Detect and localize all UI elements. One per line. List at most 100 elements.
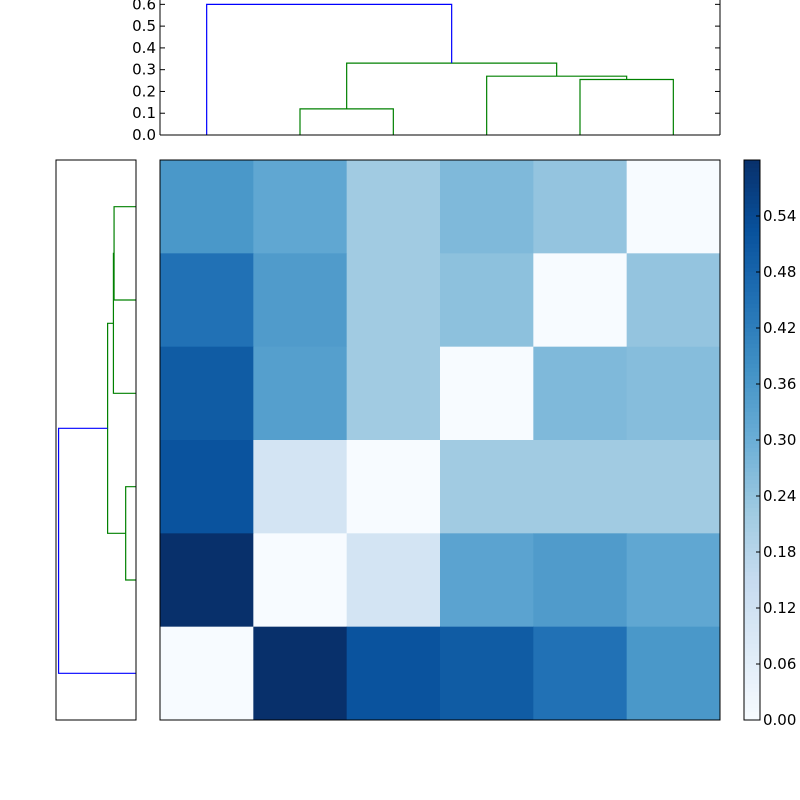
colorbar-segment xyxy=(744,632,760,637)
colorbar-segment xyxy=(744,692,760,697)
colorbar-tick-label: 0.12 xyxy=(763,599,796,617)
colorbar-segment xyxy=(744,180,760,185)
colorbar-tick-label: 0.48 xyxy=(763,263,796,281)
left-dendrogram-link xyxy=(57,427,136,674)
top-dendrogram-link xyxy=(486,75,628,135)
colorbar-segment xyxy=(744,508,760,513)
colorbar-segment xyxy=(744,236,760,241)
heatmap-cell xyxy=(253,160,348,254)
colorbar-segment xyxy=(744,524,760,529)
heatmap-cell xyxy=(533,626,628,721)
colorbar-segment xyxy=(744,612,760,617)
colorbar-segment xyxy=(744,320,760,325)
top-dendrogram: 0.0 0.1 0.2 0.3 0.4 0.5 0.6 xyxy=(132,0,721,144)
colorbar-segment xyxy=(744,680,760,685)
colorbar-segment xyxy=(744,296,760,301)
colorbar-segment xyxy=(744,460,760,465)
colorbar-segment xyxy=(744,284,760,289)
colorbar-segment xyxy=(744,688,760,693)
heatmap-cell xyxy=(626,160,721,254)
top-dendrogram-ytick-label: 0.2 xyxy=(132,82,156,100)
colorbar-segment xyxy=(744,588,760,593)
colorbar-segment xyxy=(744,176,760,181)
colorbar-segment xyxy=(744,436,760,441)
colorbar-segment xyxy=(744,468,760,473)
heatmap-cell xyxy=(253,253,348,348)
colorbar-segment xyxy=(744,288,760,293)
colorbar-segment xyxy=(744,316,760,321)
heatmap-cell xyxy=(440,533,534,628)
colorbar-segment xyxy=(744,544,760,549)
colorbar: 0.00 0.06 0.12 0.18 0.24 0.30 0.36 0.42 0.48 0.54 xyxy=(743,159,796,729)
colorbar-segment xyxy=(744,576,760,581)
colorbar-segment xyxy=(744,412,760,417)
heatmap-cell xyxy=(346,160,441,254)
colorbar-tick-label: 0.36 xyxy=(763,375,796,393)
colorbar-segment xyxy=(744,400,760,405)
colorbar-segment xyxy=(744,532,760,537)
colorbar-segment xyxy=(744,344,760,349)
heatmap-cell xyxy=(440,440,534,534)
colorbar-segment xyxy=(744,584,760,589)
colorbar-segment xyxy=(744,568,760,573)
colorbar-segment xyxy=(744,564,760,569)
heatmap-cell xyxy=(346,626,441,721)
colorbar-segment xyxy=(744,644,760,649)
colorbar-segment xyxy=(744,272,760,277)
colorbar-tick-label: 0.54 xyxy=(763,207,796,225)
colorbar-segment xyxy=(744,648,760,653)
colorbar-segment xyxy=(744,676,760,681)
colorbar-segment xyxy=(744,388,760,393)
colorbar-segment xyxy=(744,500,760,505)
colorbar-segment xyxy=(744,396,760,401)
heatmap-cell xyxy=(253,533,348,628)
top-dendrogram-ytick-label: 0.5 xyxy=(132,17,156,35)
colorbar-segment xyxy=(744,356,760,361)
colorbar-segment xyxy=(744,484,760,489)
top-dendrogram-ytick-label: 0.1 xyxy=(132,104,156,122)
colorbar-segment xyxy=(744,604,760,609)
colorbar-segment xyxy=(744,620,760,625)
colorbar-segment xyxy=(744,228,760,233)
colorbar-segment xyxy=(744,328,760,333)
colorbar-segment xyxy=(744,160,760,165)
colorbar-segment xyxy=(744,444,760,449)
colorbar-segment xyxy=(744,376,760,381)
colorbar-segment xyxy=(744,480,760,485)
top-dendrogram-ytick-label: 0.3 xyxy=(132,61,156,79)
heatmap-cell xyxy=(440,346,534,441)
colorbar-segment xyxy=(744,184,760,189)
heatmap-cell xyxy=(253,626,348,721)
colorbar-segment xyxy=(744,292,760,297)
colorbar-segment xyxy=(744,440,760,445)
colorbar-segment xyxy=(744,260,760,265)
heatmap-cell xyxy=(440,626,534,721)
colorbar-segment xyxy=(744,312,760,317)
colorbar-tick-label: 0.30 xyxy=(763,431,796,449)
colorbar-segment xyxy=(744,220,760,225)
colorbar-segment xyxy=(744,528,760,533)
colorbar-segment xyxy=(744,392,760,397)
colorbar-tick-label: 0.06 xyxy=(763,655,796,673)
heatmap-cell xyxy=(626,346,721,441)
colorbar-segment xyxy=(744,628,760,633)
colorbar-segment xyxy=(744,600,760,605)
heatmap-cell xyxy=(440,160,534,254)
colorbar-segment xyxy=(744,268,760,273)
colorbar-segment xyxy=(744,572,760,577)
colorbar-segment xyxy=(744,580,760,585)
colorbar-segment xyxy=(744,488,760,493)
colorbar-tick-label: 0.24 xyxy=(763,487,796,505)
colorbar-segment xyxy=(744,244,760,249)
left-dendrogram-link xyxy=(125,486,136,581)
left-dendrogram-frame xyxy=(55,159,137,721)
colorbar-segment xyxy=(744,556,760,561)
colorbar-segment xyxy=(744,636,760,641)
heatmap-cell xyxy=(160,346,254,441)
colorbar-segment xyxy=(744,516,760,521)
colorbar-segment xyxy=(744,464,760,469)
colorbar-segment xyxy=(744,408,760,413)
colorbar-segment xyxy=(744,616,760,621)
colorbar-segment xyxy=(744,712,760,717)
colorbar-segment xyxy=(744,336,760,341)
